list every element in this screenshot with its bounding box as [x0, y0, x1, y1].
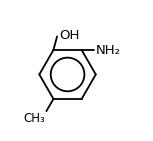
Text: NH₂: NH₂	[95, 44, 120, 57]
Text: CH₃: CH₃	[24, 112, 45, 125]
Text: OH: OH	[59, 29, 80, 42]
